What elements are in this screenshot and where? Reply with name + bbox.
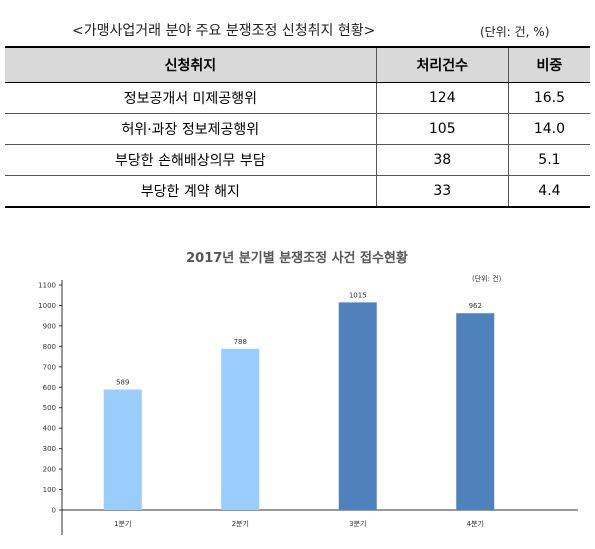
header-row: 신청취지 처리건수 비중: [5, 46, 590, 83]
header-cell: 신청취지: [5, 46, 377, 83]
bar: [221, 348, 260, 510]
y-tick-label: 600: [43, 384, 56, 392]
table-cell: 38: [375, 144, 509, 176]
value-label: 962: [469, 302, 482, 310]
chart-title: 2017년 분기별 분쟁조정 사건 접수현황: [186, 250, 408, 266]
table-row: 부당한 계약 해지 33 4.4: [5, 175, 590, 208]
header-cell: 처리건수: [375, 46, 509, 83]
table-cell: 부당한 계약 해지: [5, 175, 377, 208]
bar: [103, 389, 142, 510]
y-tick-label: 200: [43, 466, 56, 474]
table-cell: 5.1: [507, 144, 590, 176]
y-tick-label: 100: [43, 486, 56, 494]
table-cell: 정보공개서 미제공행위: [5, 82, 377, 114]
y-tick-label: 300: [43, 445, 56, 453]
table-cell: 124: [375, 82, 509, 114]
y-tick-label: 1100: [38, 282, 56, 290]
table-row: 정보공개서 미제공행위 124 16.5: [5, 82, 590, 114]
header-cell: 비중: [507, 46, 590, 83]
y-tick-label: 400: [43, 425, 56, 433]
y-tick-label: 1000: [38, 302, 56, 310]
x-tick-label: 4분기: [467, 519, 484, 528]
table-cell: 14.0: [507, 113, 590, 145]
x-tick-label: 2분기: [232, 519, 249, 528]
table-cell: 허위·과장 정보제공행위: [5, 113, 377, 145]
value-label: 589: [116, 379, 129, 387]
y-tick-label: 900: [43, 322, 56, 330]
value-label: 1015: [349, 291, 367, 299]
table-cell: 부당한 손해배상의무 부담: [5, 144, 377, 176]
table-cell: 16.5: [507, 82, 590, 114]
table-title: <가맹사업거래 분야 주요 분쟁조정 신청취지 현황>: [72, 23, 376, 39]
bar: [456, 313, 495, 510]
table-cell: 33: [375, 175, 509, 208]
x-tick-label: 1분기: [114, 519, 131, 528]
x-tick-label: 3분기: [349, 519, 366, 528]
table-row: 부당한 손해배상의무 부담 38 5.1: [5, 144, 590, 176]
bar: [338, 302, 377, 510]
table-row: 허위·과장 정보제공행위 105 14.0: [5, 113, 590, 145]
table: 신청취지 처리건수 비중 정보공개서 미제공행위 124 16.5 허위·과장 정보제공행위…: [5, 46, 590, 208]
table-cell: 105: [375, 113, 509, 145]
table-cell: 4.4: [507, 175, 590, 208]
y-tick-label: 0: [52, 507, 56, 515]
chart-unit: (단위: 건): [472, 274, 502, 283]
table-unit: (단위: 건, %): [480, 25, 550, 39]
y-tick-label: 500: [43, 404, 56, 412]
value-label: 788: [234, 338, 247, 346]
y-tick-label: 800: [43, 343, 56, 351]
y-tick-label: 700: [43, 363, 56, 371]
